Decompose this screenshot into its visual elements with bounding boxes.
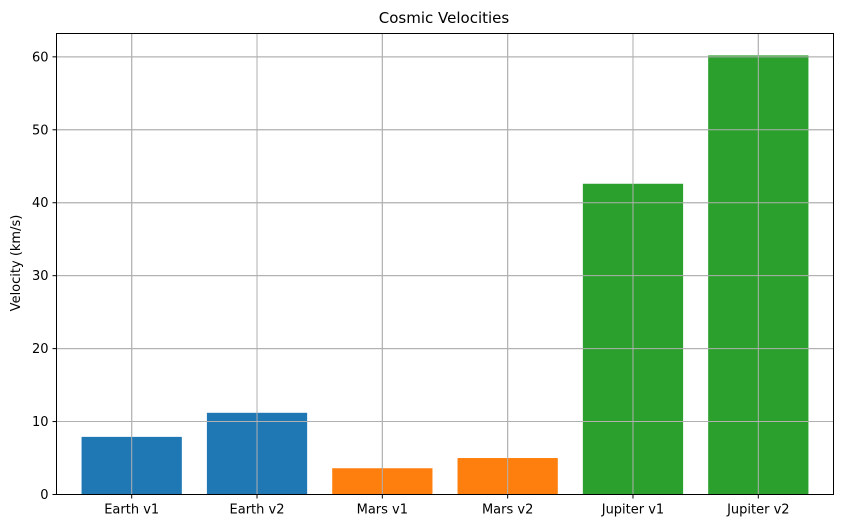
x-tick-label: Jupiter v1 [601,503,664,518]
bars [81,55,809,495]
y-tick-label: 50 [32,123,49,138]
y-tick-label: 0 [40,488,48,503]
x-tick-label: Mars v1 [357,503,408,518]
x-tick-label: Jupiter v2 [726,503,789,518]
y-tick-label: 60 [32,50,49,65]
axis-ticks: Earth v1 Earth v2 Mars v1 Mars v2 Jupiter v1… [32,50,790,517]
y-tick-label: 40 [32,196,49,211]
x-tick-label: Earth v1 [104,503,159,518]
chart-title: Cosmic Velocities [379,9,510,27]
x-tick-label: Earth v2 [230,503,285,518]
y-axis-label: Velocity (km/s) [9,215,24,312]
x-tick-label: Mars v2 [482,503,533,518]
y-tick-label: 30 [32,269,49,284]
y-tick-label: 10 [32,415,49,430]
plot-frame [56,33,834,495]
y-tick-label: 20 [32,342,49,357]
